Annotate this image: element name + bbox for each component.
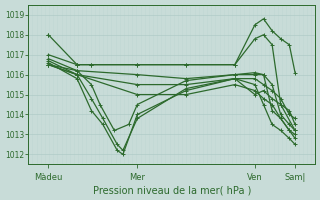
X-axis label: Pression niveau de la mer( hPa ): Pression niveau de la mer( hPa ) — [92, 185, 251, 195]
